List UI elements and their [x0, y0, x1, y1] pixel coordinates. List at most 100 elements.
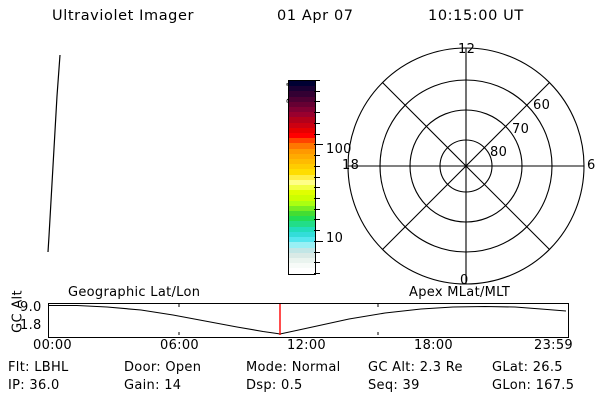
colorbar-segment-14 [289, 153, 315, 160]
colorbar-minor-tick [314, 91, 320, 92]
colorbar-ticks [314, 80, 323, 275]
status-mode: Mode: Normal [246, 360, 341, 375]
strip-y-tick-bottom: 1.8 [20, 318, 42, 333]
colorbar-panel: photon cm-2s-1 100 10 [262, 44, 352, 294]
colorbar-minor-tick [314, 177, 320, 178]
instrument-title: Ultraviolet Imager [52, 8, 195, 24]
colorbar-segment-6 [289, 112, 315, 118]
status-gain: Gain: 14 [124, 378, 182, 393]
colorbar-segment-31 [289, 242, 315, 248]
polar-mlt-label-0: 0 [460, 273, 469, 288]
colorbar-segment-1 [289, 86, 315, 92]
polar-axis-diag-2 [382, 82, 550, 250]
strip-time-tick-2359: 23:59 [534, 338, 573, 353]
colorbar-minor-tick [314, 155, 320, 156]
colorbar-minor-tick [314, 198, 320, 199]
colorbar-segment-20 [289, 185, 315, 191]
colorbar-minor-tick [314, 187, 320, 188]
strip-title-apex: Apex MLat/MLT [409, 285, 511, 300]
colorbar-minor-tick [314, 230, 320, 231]
altitude-trace [49, 304, 566, 335]
strip-time-tick-1200: 12:00 [287, 338, 326, 353]
colorbar-segment-8 [289, 122, 315, 128]
colorbar-minor-tick [314, 123, 320, 124]
colorbar-minor-tick [314, 134, 320, 135]
colorbar-segment-25 [289, 211, 315, 217]
colorbar-segment-36 [289, 268, 315, 274]
colorbar-segment-22 [289, 195, 315, 201]
polar-mlt-label-12: 12 [458, 42, 476, 57]
colorbar-segment-4 [289, 101, 315, 108]
status-gc-alt: GC Alt: 2.3 Re [368, 360, 463, 375]
colorbar-segment-29 [289, 231, 315, 238]
colorbar-segment-12 [289, 143, 315, 149]
header-bar: Ultraviolet Imager 01 Apr 07 10:15:00 UT [0, 6, 600, 30]
polar-mlat-mlt-plot: 12 6 0 18 60 70 80 [340, 40, 598, 292]
status-glon: GLon: 167.5 [492, 378, 575, 393]
colorbar-segment-5 [289, 107, 315, 113]
polar-mlat-label-70: 70 [512, 122, 530, 137]
geographic-terminator-line [47, 54, 61, 253]
colorbar-minor-tick [314, 112, 320, 113]
colorbar-minor-tick [314, 101, 320, 102]
colorbar-major-tick [314, 144, 323, 145]
status-flt: Flt: LBHL [8, 360, 69, 375]
colorbar-segment-27 [289, 221, 315, 227]
colorbar-segment-11 [289, 138, 315, 144]
observation-time: 10:15:00 UT [428, 8, 524, 24]
strip-title-geographic: Geographic Lat/Lon [68, 285, 201, 300]
colorbar-segment-35 [289, 263, 315, 269]
colorbar-segment-3 [289, 96, 315, 102]
polar-mlt-label-18: 18 [342, 158, 360, 173]
status-door: Door: Open [124, 360, 202, 375]
strip-time-tick-0600: 06:00 [160, 338, 199, 353]
colorbar-segment-2 [289, 91, 315, 97]
colorbar-segment-33 [289, 252, 315, 258]
colorbar-tick-label-100: 100 [326, 142, 352, 157]
strip-time-tick-0000: 00:00 [33, 338, 72, 353]
colorbar-minor-tick [314, 252, 320, 253]
colorbar-segment-21 [289, 190, 315, 196]
colorbar-segment-30 [289, 237, 315, 243]
colorbar-gradient [288, 80, 316, 275]
colorbar-minor-tick [314, 273, 320, 274]
altitude-strip-plot: GC Alt 9.0 1.8 Geographic Lat/Lon Apex M… [0, 285, 600, 354]
polar-mlat-label-80: 80 [490, 145, 508, 160]
colorbar-segment-17 [289, 169, 315, 175]
colorbar-segment-24 [289, 205, 315, 212]
status-row-2: IP: 36.0 Gain: 14 Dsp: 0.5 Seq: 39 GLon:… [0, 378, 600, 396]
polar-mlt-label-6: 6 [587, 158, 596, 173]
colorbar-minor-tick [314, 209, 320, 210]
colorbar-segment-7 [289, 117, 315, 123]
colorbar-segment-26 [289, 216, 315, 222]
status-dsp: Dsp: 0.5 [246, 378, 303, 393]
colorbar-segment-16 [289, 164, 315, 170]
observation-date: 01 Apr 07 [277, 8, 354, 24]
colorbar-segment-13 [289, 148, 315, 154]
colorbar-segment-0 [289, 81, 315, 87]
colorbar-segment-23 [289, 200, 315, 206]
colorbar-segment-34 [289, 257, 315, 264]
status-ip: IP: 36.0 [8, 378, 60, 393]
geographic-image-panel [0, 36, 255, 284]
colorbar-segment-28 [289, 226, 315, 232]
colorbar-segment-15 [289, 159, 315, 165]
status-glat: GLat: 26.5 [492, 360, 563, 375]
strip-plot-frame [48, 303, 569, 338]
colorbar-segment-32 [289, 247, 315, 253]
status-block: Flt: LBHL Door: Open Mode: Normal GC Alt… [0, 360, 600, 400]
strip-time-tick-1800: 18:00 [414, 338, 453, 353]
colorbar-minor-tick [314, 80, 320, 81]
colorbar-segment-18 [289, 174, 315, 180]
colorbar-segment-9 [289, 127, 315, 134]
colorbar-segment-19 [289, 179, 315, 186]
colorbar-minor-tick [314, 219, 320, 220]
status-seq: Seq: 39 [368, 378, 420, 393]
strip-y-tick-top: 9.0 [20, 300, 42, 315]
colorbar-minor-tick [314, 262, 320, 263]
status-row-1: Flt: LBHL Door: Open Mode: Normal GC Alt… [0, 360, 600, 378]
colorbar-tick-label-10: 10 [326, 231, 344, 246]
terminator-path [47, 54, 61, 253]
colorbar-minor-tick [314, 166, 320, 167]
colorbar-major-tick [314, 241, 323, 242]
